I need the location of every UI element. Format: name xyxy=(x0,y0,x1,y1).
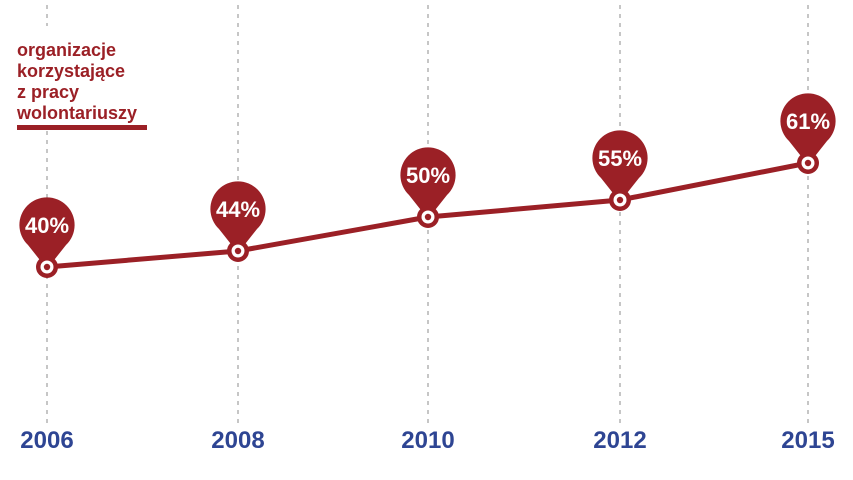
pin-anchor-dot xyxy=(43,263,51,271)
x-axis-label-2010: 2010 xyxy=(401,427,454,454)
legend: organizacje korzystające z pracy wolonta… xyxy=(10,26,167,130)
pin-balloon xyxy=(400,147,456,219)
data-point-pin-2008: 44% xyxy=(210,181,266,262)
x-axis-labels: 2006 2008 2010 2012 2015 xyxy=(20,427,834,454)
data-point-label: 61% xyxy=(786,109,830,134)
data-point-pin-2015: 61% xyxy=(780,93,836,174)
pin-anchor-dot xyxy=(234,247,242,255)
data-point-label: 40% xyxy=(25,213,69,238)
x-axis-label-2006: 2006 xyxy=(20,427,73,454)
data-point-label: 50% xyxy=(406,163,450,188)
pin-balloon xyxy=(19,197,75,269)
legend-underline xyxy=(17,125,147,130)
data-point-pin-2006: 40% xyxy=(19,197,75,278)
data-point-pin-2010: 50% xyxy=(400,147,456,228)
data-point-label: 55% xyxy=(598,146,642,171)
pin-anchor-dot xyxy=(616,196,624,204)
data-point-pin-2012: 55% xyxy=(592,130,648,211)
legend-label: organizacje korzystające z pracy wolonta… xyxy=(17,40,138,123)
x-axis-label-2008: 2008 xyxy=(211,427,264,454)
pin-balloon xyxy=(210,181,266,253)
pin-balloon xyxy=(780,93,836,165)
pin-anchor-dot xyxy=(424,213,432,221)
pin-balloon xyxy=(592,130,648,202)
x-axis-label-2012: 2012 xyxy=(593,427,646,454)
pin-anchor-dot xyxy=(804,159,812,167)
data-point-label: 44% xyxy=(216,197,260,222)
x-axis-label-2015: 2015 xyxy=(781,427,834,454)
